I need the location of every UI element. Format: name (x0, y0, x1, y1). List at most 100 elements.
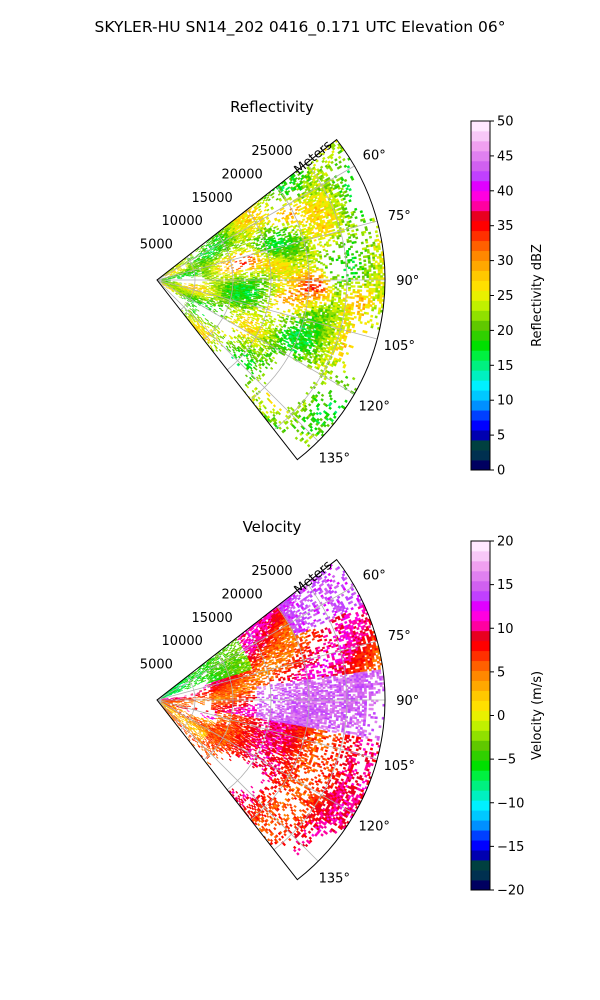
echo-gate (350, 285, 354, 288)
echo-gate (366, 273, 370, 277)
echo-gate (213, 274, 217, 276)
echo-gate (342, 197, 346, 201)
echo-gate (302, 272, 306, 275)
echo-gate (249, 300, 253, 303)
echo-gate (335, 225, 340, 229)
echo-gate (252, 287, 255, 290)
echo-gate (261, 299, 265, 302)
echo-gate (312, 163, 317, 167)
echo-gate (236, 306, 240, 309)
echo-gate (217, 270, 221, 272)
echo-gate (266, 208, 270, 212)
echo-gate (323, 274, 326, 277)
echo-gate (257, 208, 262, 212)
echo-gate (265, 319, 269, 322)
echo-gate (281, 186, 285, 190)
echo-gate (368, 269, 372, 272)
echo-gate (331, 259, 335, 262)
echo-gate (194, 271, 198, 273)
echo-gate (220, 278, 224, 280)
echo-gate (331, 150, 335, 154)
echo-gate (363, 297, 367, 301)
echo-gate (292, 232, 296, 236)
echo-gate (229, 276, 233, 278)
echo-gate (304, 263, 308, 266)
echo-gate (349, 292, 353, 296)
echo-gate (337, 342, 341, 346)
echo-gate (366, 250, 370, 254)
echo-gate (251, 265, 255, 268)
echo-gate (220, 302, 224, 305)
echo-gate (356, 291, 360, 294)
echo-gate (366, 320, 370, 324)
echo-gate (276, 294, 280, 297)
echo-gate (343, 283, 347, 286)
echo-gate (329, 156, 334, 160)
echo-gate (190, 273, 194, 275)
echo-gate (377, 281, 381, 285)
echo-gate (302, 281, 306, 283)
echo-gate (258, 255, 262, 258)
echo-gate (238, 272, 242, 274)
echo-gate (320, 273, 324, 276)
echo-gate (190, 254, 193, 257)
echo-gate (293, 281, 297, 283)
echo-gate (266, 196, 270, 200)
echo-gate (296, 212, 301, 216)
echo-gate (294, 230, 298, 234)
echo-gate (311, 270, 315, 273)
echo-gate (238, 270, 242, 273)
echo-gate (271, 222, 275, 226)
echo-gate (217, 272, 221, 274)
echo-gate (273, 284, 276, 286)
echo-gate (275, 197, 279, 201)
echo-gate (259, 247, 263, 250)
echo-gate (353, 315, 357, 319)
echo-gate (251, 267, 255, 270)
echo-gate (375, 283, 379, 287)
echo-gate (226, 267, 230, 270)
echo-gate (259, 259, 263, 262)
echo-gate (343, 178, 348, 183)
echo-gate (373, 271, 377, 274)
echo-gate (240, 270, 244, 273)
echo-gate (368, 277, 372, 280)
echo-gate (377, 270, 381, 274)
echo-gate (213, 284, 217, 286)
echo-gate (349, 258, 353, 262)
echo-gate (324, 290, 328, 294)
echo-gate (309, 275, 313, 278)
echo-gate (300, 214, 304, 218)
radar-echo-field (160, 139, 385, 448)
echo-gate (335, 242, 339, 246)
echo-gate (348, 194, 353, 198)
echo-gate (245, 271, 249, 274)
echo-gate (313, 261, 316, 264)
echo-gate (261, 257, 265, 260)
echo-gate (351, 229, 355, 233)
echo-gate (329, 286, 333, 289)
echo-gate (310, 257, 314, 260)
echo-gate (252, 274, 256, 277)
echo-gate (253, 293, 257, 296)
echo-gate (348, 187, 352, 192)
echo-gate (249, 291, 253, 293)
echo-gate (327, 286, 331, 289)
echo-gate (379, 268, 383, 272)
echo-gate (325, 276, 329, 279)
echo-gate (201, 286, 205, 288)
echo-gate (288, 181, 293, 185)
echo-gate (225, 282, 228, 285)
echo-gate (334, 283, 338, 286)
echo-gate (319, 165, 324, 169)
echo-gate (213, 282, 217, 285)
echo-gate (282, 277, 285, 279)
echo-gate (325, 249, 329, 253)
echo-gate (375, 275, 379, 278)
echo-gate (377, 294, 381, 298)
echo-gate (222, 299, 226, 301)
echo-gate (355, 277, 358, 280)
echo-gate (254, 300, 258, 303)
echo-gate (375, 266, 379, 270)
